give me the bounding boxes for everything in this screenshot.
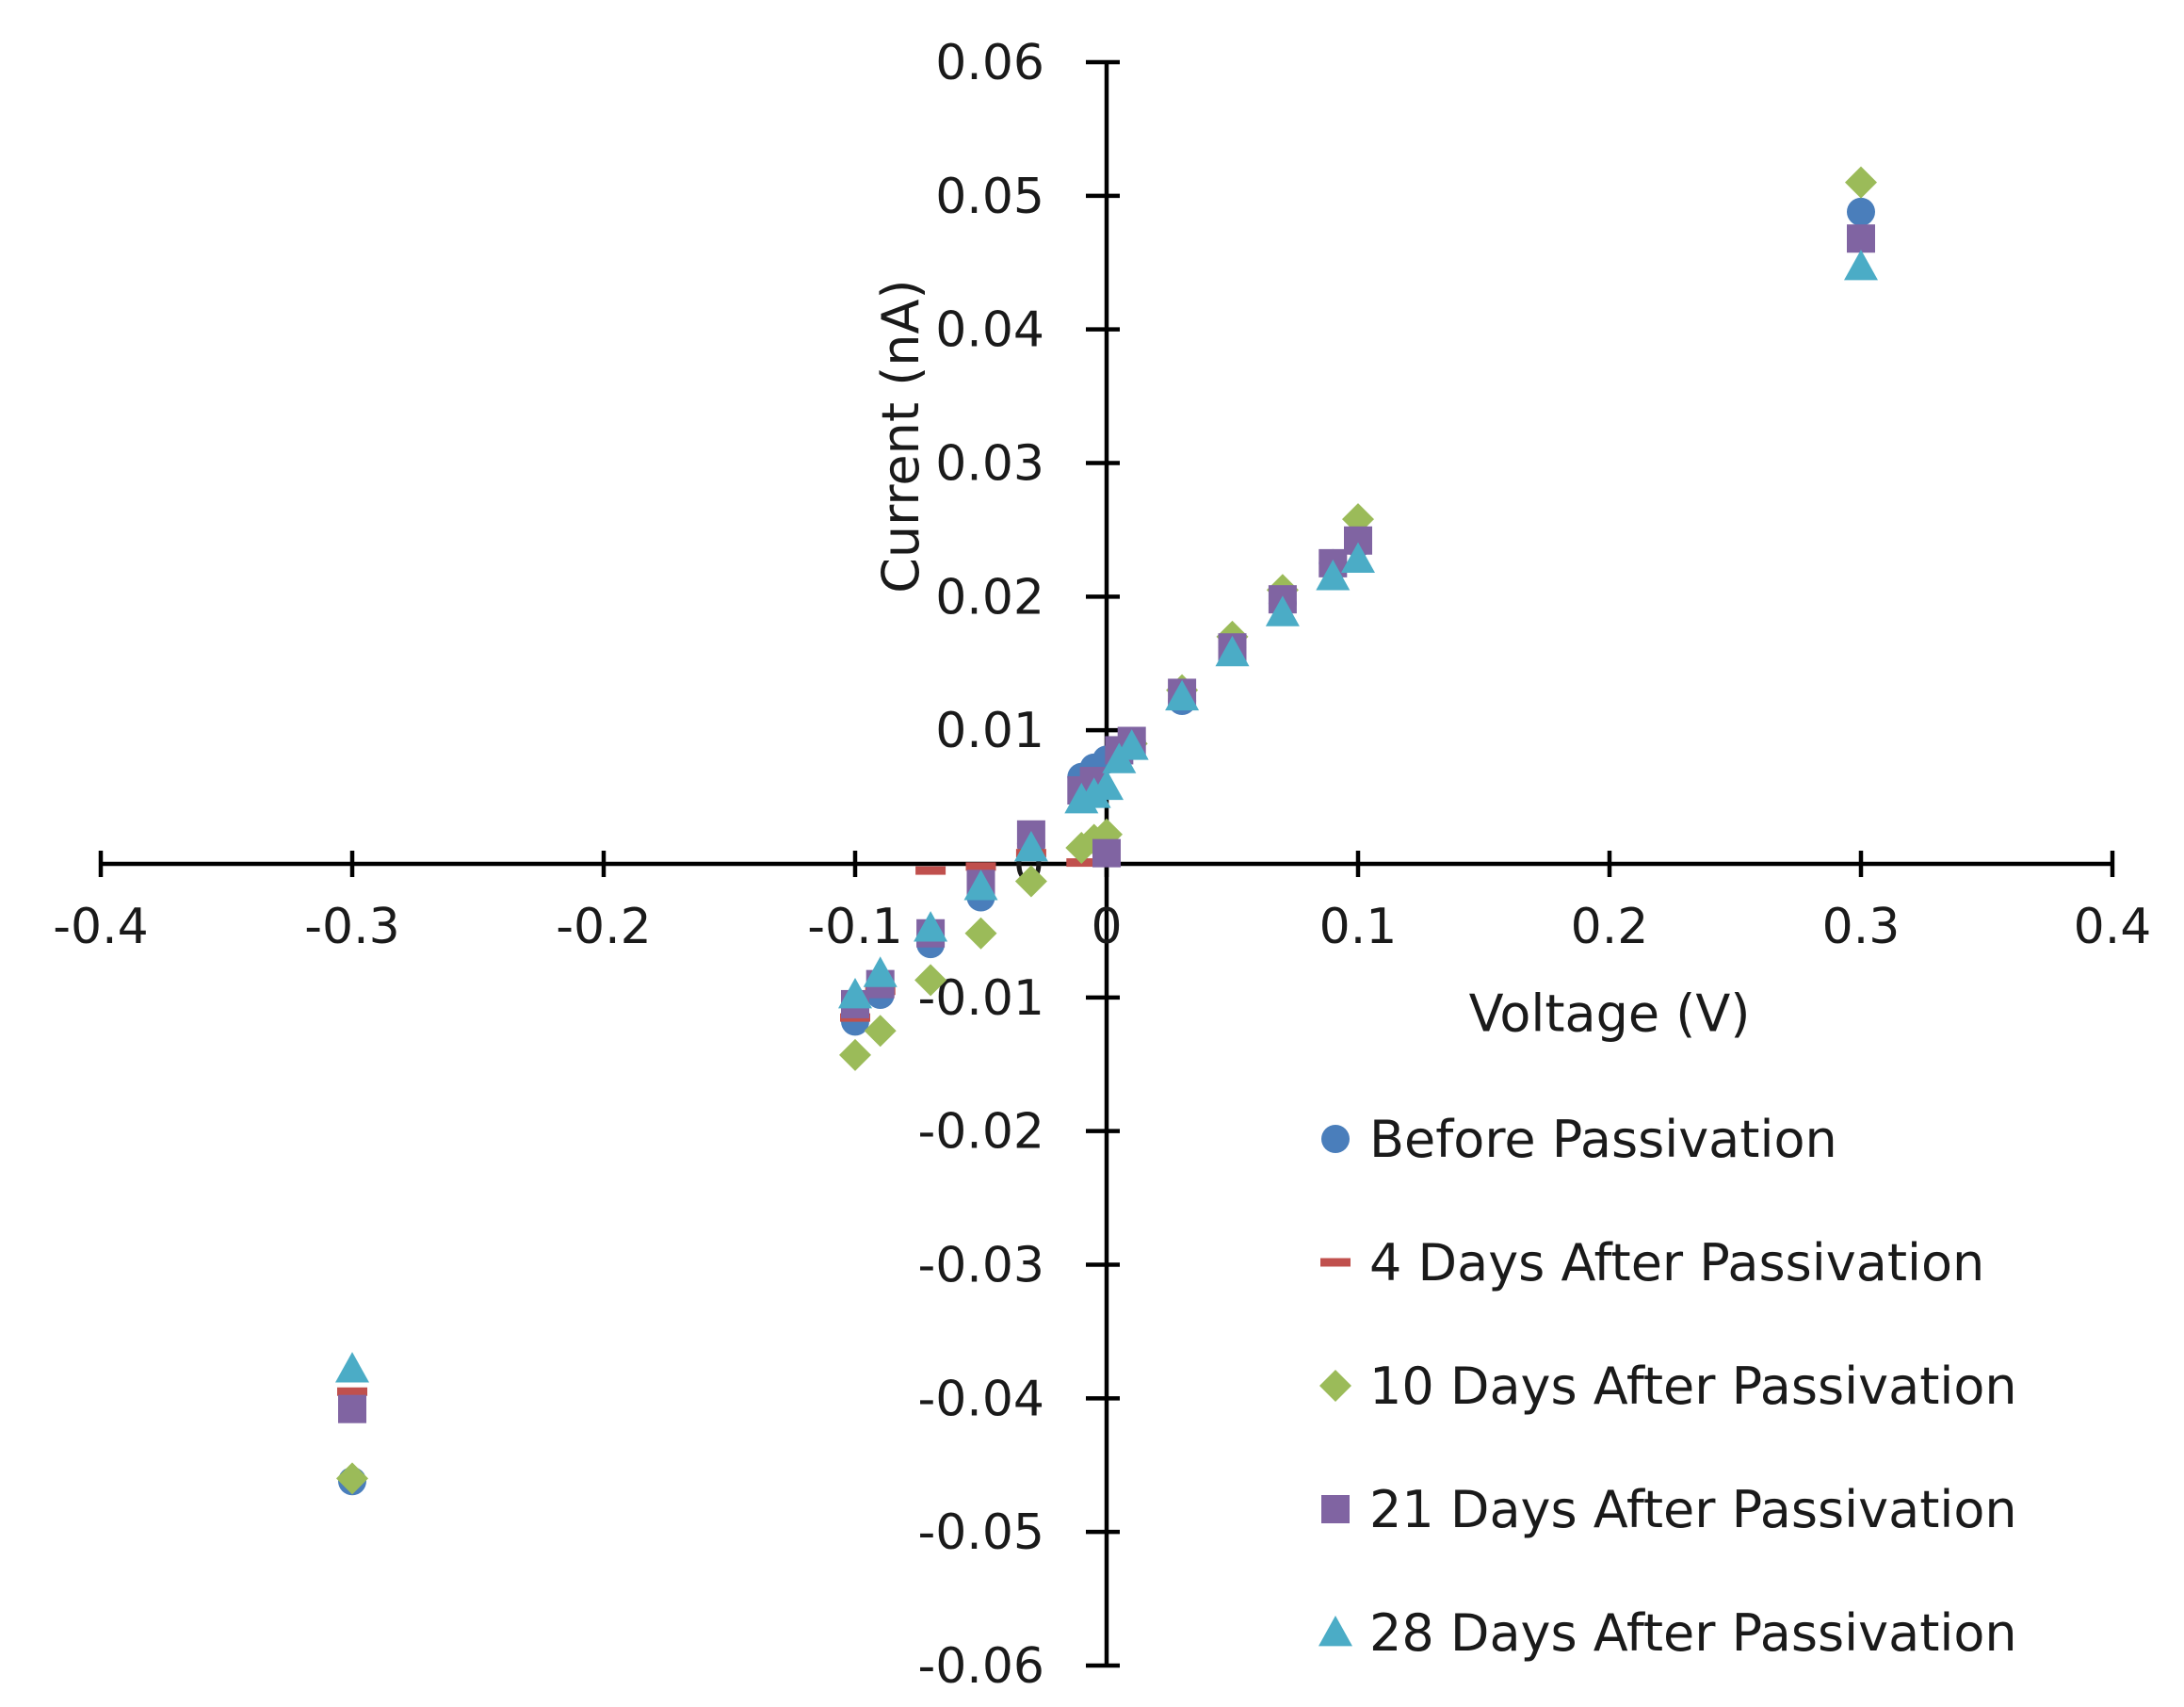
x-tick-label: 0.4 [2074,899,2152,955]
y-tick-label: 0.03 [935,436,1044,493]
legend-item: 21 Days After Passivation [1321,1480,2017,1539]
x-tick-label: -0.3 [304,899,399,955]
y-tick-label: 0.02 [935,569,1044,626]
legend-marker [1319,1370,1351,1402]
data-point [1341,542,1375,574]
data-point [863,956,898,987]
y-tick-label: 0.06 [935,35,1044,91]
legend-item: 4 Days After Passivation [1320,1233,1984,1292]
x-tick-label: 0.3 [1822,899,1901,955]
y-tick-label: -0.03 [917,1238,1044,1294]
data-point [864,1015,897,1048]
data-point [1847,224,1875,253]
legend-marker [1318,1616,1352,1647]
x-tick-label: 0.2 [1571,899,1649,955]
legend-label: 4 Days After Passivation [1369,1233,1984,1292]
data-point [839,1038,871,1071]
legend-label: 10 Days After Passivation [1369,1357,2017,1416]
y-tick-label: 0.05 [935,169,1044,225]
data-point [963,870,998,901]
data-point [1114,729,1149,760]
legend-label: 21 Days After Passivation [1369,1480,2017,1539]
data-point [338,1394,366,1423]
legend-item: Before Passivation [1321,1110,1837,1169]
data-point [1265,595,1300,626]
data-point [1090,769,1124,801]
data-point [1165,679,1200,711]
data-point [838,977,872,1009]
points-layer [335,166,1878,1496]
data-point [1845,166,1877,199]
data-point [914,964,947,997]
data-point [1014,865,1047,898]
legend-marker [1321,1125,1350,1153]
data-point [1847,197,1875,226]
data-point [336,1462,368,1495]
y-tick-label: 0.01 [935,703,1044,759]
data-point [1013,830,1048,862]
series-5 [335,250,1878,1383]
data-point [964,917,997,950]
legend-label: Before Passivation [1369,1110,1837,1169]
x-tick-label: -0.2 [556,899,651,955]
legend-marker [1320,1258,1351,1267]
data-point [915,866,946,875]
x-axis-title: Voltage (V) [1469,984,1751,1043]
legend-item: 10 Days After Passivation [1319,1357,2017,1416]
y-axis-title: Current (nA) [871,279,930,593]
data-point [335,1352,369,1383]
y-tick-label: -0.04 [917,1371,1044,1427]
data-point [1092,838,1121,868]
ticks-layer: -0.4 -0.3 -0.2 -0.1 0 0.1 0.2 0.3 0.4 0.06 0.05 0.0… [53,35,2151,1695]
x-tick-label: 0 [1091,899,1122,955]
data-point [965,862,996,871]
x-tick-label: 0.1 [1319,899,1398,955]
y-tick-label: -0.02 [917,1104,1044,1161]
legend-label: 28 Days After Passivation [1369,1603,2017,1663]
legend-item: 28 Days After Passivation [1318,1603,2017,1663]
data-point [1215,635,1250,667]
data-point [914,911,948,942]
x-tick-label: -0.4 [53,899,148,955]
data-point [1844,250,1878,281]
y-tick-label: -0.06 [917,1638,1044,1695]
data-point [1316,560,1351,591]
data-point [337,1387,367,1396]
legend-marker [1321,1495,1350,1523]
legend: Before Passivation 4 Days After Passivati… [1318,1110,2017,1663]
x-tick-label: -0.1 [807,899,902,955]
y-tick-label: 0.04 [935,302,1044,359]
y-tick-label: -0.05 [917,1504,1044,1561]
